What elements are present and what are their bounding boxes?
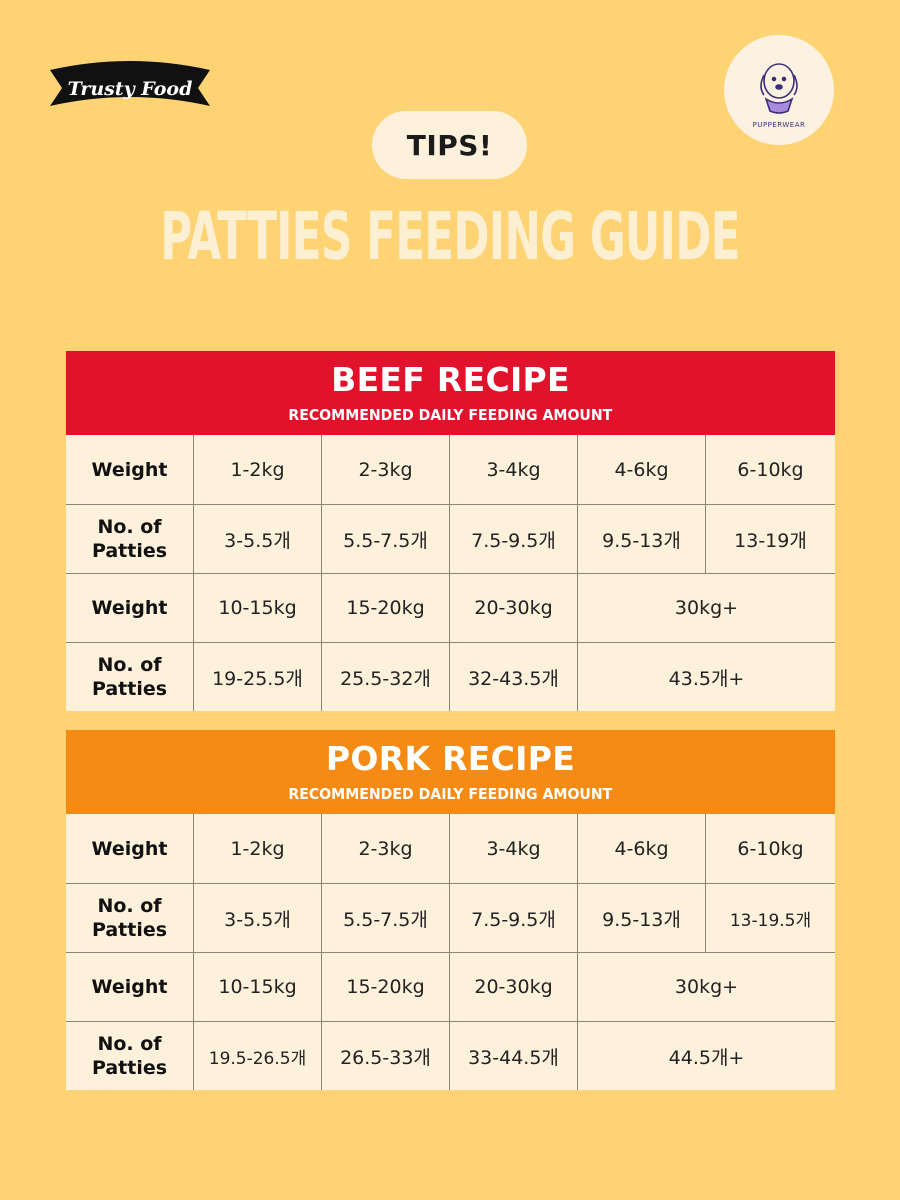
weight-cell: 20-30kg <box>449 952 577 1021</box>
tips-badge: TIPS! <box>372 111 527 179</box>
patties-cell: 43.5개+ <box>577 642 835 711</box>
patties-cell: 7.5-9.5개 <box>449 883 577 952</box>
patties-cell: 9.5-13개 <box>577 504 705 573</box>
pork-recipe-header: PORK RECIPE RECOMMENDED DAILY FEEDING AM… <box>66 730 835 814</box>
weight-cell: 3-4kg <box>449 435 577 504</box>
patties-cell: 7.5-9.5개 <box>449 504 577 573</box>
row-label-patties: No. of Patties <box>66 1021 193 1090</box>
weight-cell: 20-30kg <box>449 573 577 642</box>
row-label-weight: Weight <box>91 458 168 481</box>
pork-recipe-title: PORK RECIPE <box>325 738 576 778</box>
weight-cell: 4-6kg <box>577 814 705 883</box>
patties-cell: 13-19개 <box>705 504 835 573</box>
trustyfood-logo: Trusty Food <box>48 58 212 114</box>
patties-cell: 25.5-32개 <box>321 642 449 711</box>
patties-cell: 32-43.5개 <box>449 642 577 711</box>
trustyfood-logo-text: Trusty Food <box>68 78 193 100</box>
patties-cell: 3-5.5개 <box>193 883 321 952</box>
beef-recipe-title: BEEF RECIPE <box>331 359 570 399</box>
row-label-weight: Weight <box>66 573 193 642</box>
row-label-patties: No. of Patties <box>66 642 193 711</box>
weight-cell: 30kg+ <box>577 952 835 1021</box>
patties-cell: 26.5-33개 <box>321 1021 449 1090</box>
patties-cell: 9.5-13개 <box>577 883 705 952</box>
weight-cell: 30kg+ <box>577 573 835 642</box>
weight-cell: 3-4kg <box>449 814 577 883</box>
pupperwear-logo-text: PUPPERWEAR <box>753 121 806 129</box>
patties-cell: 44.5개+ <box>577 1021 835 1090</box>
patties-cell: 5.5-7.5개 <box>321 883 449 952</box>
weight-cell: 10-15kg <box>193 573 321 642</box>
weight-cell: 1-2kg <box>193 435 321 504</box>
weight-cell: 4-6kg <box>577 435 705 504</box>
page-title: PATTIES FEEDING GUIDE <box>160 198 740 275</box>
beef-feeding-table: Weight 1-2kg 2-3kg 3-4kg 4-6kg 6-10kg No… <box>66 435 835 711</box>
weight-cell: 10-15kg <box>193 952 321 1021</box>
beef-recipe-header: BEEF RECIPE RECOMMENDED DAILY FEEDING AM… <box>66 351 835 435</box>
pork-recipe-section: PORK RECIPE RECOMMENDED DAILY FEEDING AM… <box>66 730 835 1090</box>
row-label-patties: No. of Patties <box>66 504 193 573</box>
weight-cell: 6-10kg <box>705 814 835 883</box>
pork-feeding-table: Weight 1-2kg 2-3kg 3-4kg 4-6kg 6-10kg No… <box>66 814 835 1090</box>
pupperwear-logo: PUPPERWEAR <box>724 35 834 145</box>
weight-cell: 2-3kg <box>321 814 449 883</box>
weight-cell: 6-10kg <box>705 435 835 504</box>
weight-cell: 2-3kg <box>321 435 449 504</box>
weight-cell: 1-2kg <box>193 814 321 883</box>
row-label-weight: Weight <box>91 837 168 860</box>
weight-cell: 15-20kg <box>321 952 449 1021</box>
row-label-patties: No. of Patties <box>66 883 193 952</box>
row-label-weight: Weight <box>66 952 193 1021</box>
patties-cell: 5.5-7.5개 <box>321 504 449 573</box>
patties-cell: 13-19.5개 <box>705 883 835 952</box>
patties-cell: 19-25.5개 <box>193 642 321 711</box>
beef-recipe-section: BEEF RECIPE RECOMMENDED DAILY FEEDING AM… <box>66 351 835 711</box>
beef-recipe-subtitle: RECOMMENDED DAILY FEEDING AMOUNT <box>288 405 613 424</box>
weight-cell: 15-20kg <box>321 573 449 642</box>
patties-cell: 19.5-26.5개 <box>193 1021 321 1090</box>
patties-cell: 33-44.5개 <box>449 1021 577 1090</box>
pork-recipe-subtitle: RECOMMENDED DAILY FEEDING AMOUNT <box>288 784 613 803</box>
patties-cell: 3-5.5개 <box>193 504 321 573</box>
